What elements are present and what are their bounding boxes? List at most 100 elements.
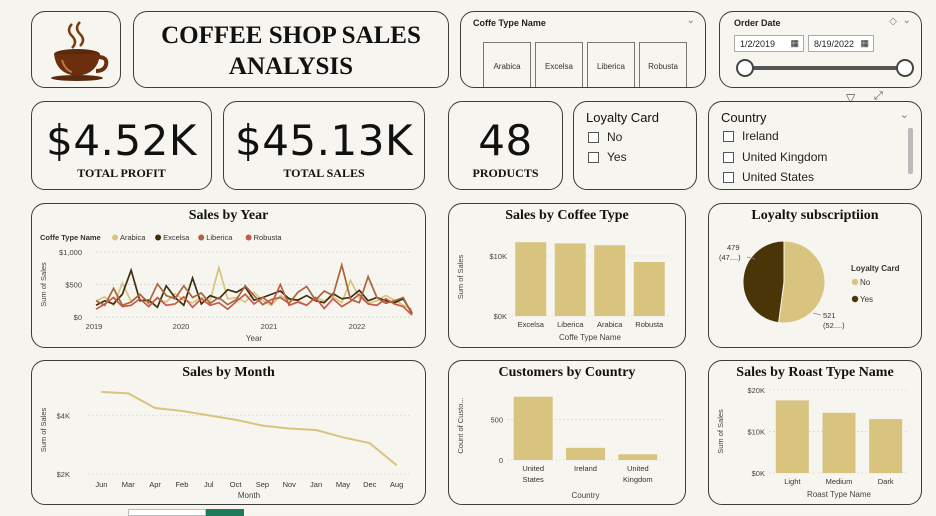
calendar-icon[interactable]: ▦: [790, 38, 799, 48]
x-tick-label: United: [627, 464, 649, 473]
kpi-total-profit-value: $4.52K: [46, 116, 197, 165]
sales-by-roast-title: Sales by Roast Type Name: [736, 365, 894, 380]
x-tick-label: Dark: [878, 477, 894, 486]
pie-slice-yes: [742, 240, 785, 324]
x-axis-title: Month: [238, 491, 260, 500]
kpi-total-sales: $45.13K TOTAL SALES: [223, 101, 425, 190]
start-date-input[interactable]: 1/2/2019 ▦: [734, 35, 804, 52]
sales-by-year-card: Sales by Year Coffe Type Name Arabica Exce…: [31, 203, 426, 348]
customers-by-country-chart: 0 500 United States Ireland United Kingdom Coun…: [456, 396, 664, 500]
legend-marker: [245, 234, 252, 241]
x-tick-label: Oct: [230, 480, 243, 489]
legend-marker: [155, 234, 162, 241]
date-range-track: [744, 66, 906, 70]
filter-icon[interactable]: ▽: [846, 91, 856, 105]
checkbox[interactable]: [723, 172, 734, 184]
x-tick-label: Excelsa: [518, 320, 545, 329]
loyalty-option-no[interactable]: No: [588, 130, 622, 144]
legend-marker: [198, 234, 205, 241]
sales-by-month-chart: $2K $4K Jun Mar Apr Feb Jul Oct Sep Nov Jan May Dec A…: [39, 390, 410, 500]
sales-by-roast-card: Sales by Roast Type Name $0K $10K $20K Ligh…: [708, 360, 922, 505]
calendar-icon[interactable]: ▦: [860, 38, 869, 48]
x-tick-label: Apr: [149, 480, 161, 489]
country-option-us[interactable]: United States: [723, 170, 814, 184]
order-date-slicer: Order Date ◇ ⌄ 1/2/2019 ▦ 8/19/2022 ▦: [719, 11, 922, 88]
tile-arabica[interactable]: Arabica: [483, 42, 531, 87]
date-range-end-handle[interactable]: [896, 59, 914, 77]
x-tick-label: Sep: [256, 480, 269, 489]
end-date-input[interactable]: 8/19/2022 ▦: [808, 35, 874, 52]
tile-excelsa[interactable]: Excelsa: [535, 42, 583, 87]
x-axis-title: Coffe Type Name: [559, 333, 622, 342]
country-option-ireland[interactable]: Ireland: [723, 129, 779, 143]
loyalty-slicer-title: Loyalty Card: [586, 110, 659, 125]
tile-robusta[interactable]: Robusta: [639, 42, 687, 87]
x-tick-label: 2020: [173, 322, 190, 331]
y-tick-label: $20K: [747, 386, 765, 395]
coffee-cup-icon: [51, 21, 109, 81]
chevron-down-icon[interactable]: ⌄: [686, 15, 695, 26]
y-axis-title: Sum of Sales: [716, 409, 725, 454]
x-tick-label: May: [336, 480, 350, 489]
x-axis-title: Country: [571, 491, 599, 500]
legend-label: Yes: [860, 295, 873, 304]
tile-liberica[interactable]: Liberica: [587, 42, 635, 87]
legend-title: Loyalty Card: [851, 264, 900, 273]
x-axis-title: Year: [246, 334, 263, 343]
checkbox[interactable]: [723, 131, 734, 143]
sales-by-roast-chart: $0K $10K $20K Light Medium Dark Roast Type Nam…: [716, 386, 909, 499]
focus-mode-icon[interactable]: ⤢: [874, 90, 883, 102]
date-range-start-handle[interactable]: [736, 59, 754, 77]
checkbox[interactable]: [588, 152, 599, 164]
x-tick-label: Jun: [95, 480, 107, 489]
y-tick-label: $1,000: [59, 248, 82, 257]
sales-by-year-chart: Coffe Type Name Arabica Excelsa Liberica Rob…: [39, 233, 413, 343]
chevron-down-icon[interactable]: ⌄: [902, 15, 911, 26]
sales-by-coffee-type-title: Sales by Coffee Type: [505, 208, 629, 223]
page-tab[interactable]: [128, 509, 206, 516]
checkbox[interactable]: [588, 132, 599, 144]
x-tick-label: 2022: [349, 322, 366, 331]
checkbox[interactable]: [723, 152, 734, 164]
y-tick-label: $500: [65, 281, 82, 290]
x-tick-label: Arabica: [597, 320, 623, 329]
bar-medium: [822, 412, 856, 473]
chevron-down-icon[interactable]: ⌄: [899, 109, 909, 121]
kpi-total-sales-value: $45.13K: [234, 116, 413, 165]
x-tick-label: States: [523, 475, 545, 484]
slice-label: (52....): [823, 321, 845, 330]
x-tick-label: Mar: [122, 480, 135, 489]
legend-label: No: [860, 278, 871, 287]
legend-label: Arabica: [120, 233, 146, 242]
legend-label: Liberica: [206, 233, 233, 242]
legend-marker: [112, 234, 118, 241]
country-option-uk[interactable]: United Kingdom: [723, 150, 827, 164]
loyalty-card-slicer: Loyalty Card No Yes: [573, 101, 697, 190]
x-tick-label: Liberica: [557, 320, 584, 329]
leader-line: [746, 256, 756, 260]
kpi-total-profit: $4.52K TOTAL PROFIT: [31, 101, 212, 190]
x-tick-label: Medium: [826, 477, 853, 486]
x-axis-title: Roast Type Name: [807, 490, 871, 499]
x-tick-label: 2021: [261, 322, 278, 331]
loyalty-option-yes[interactable]: Yes: [588, 150, 627, 164]
y-tick-label: $10K: [747, 428, 765, 437]
scrollbar[interactable]: [908, 128, 913, 174]
page-title: COFFEE SHOP SALES ANALYSIS: [134, 20, 448, 82]
x-tick-label: Nov: [283, 480, 297, 489]
x-tick-label: Robusta: [635, 320, 664, 329]
x-tick-label: Feb: [175, 480, 188, 489]
y-tick-label: $2K: [57, 470, 70, 479]
y-tick-label: $10K: [489, 252, 507, 261]
pie-slice-no: [778, 240, 826, 324]
kpi-products-label: PRODUCTS: [472, 166, 539, 180]
page-tab-active[interactable]: [206, 509, 244, 516]
page-title-line2: ANALYSIS: [228, 53, 354, 80]
y-tick-label: $0K: [752, 469, 765, 478]
bar-united-states: [513, 396, 553, 460]
eraser-icon[interactable]: ◇: [889, 16, 897, 27]
series-line-excelsa: [95, 267, 413, 314]
kpi-products-value: 48: [478, 116, 533, 165]
sales-by-month-title: Sales by Month: [182, 365, 275, 380]
y-tick-label: $4K: [57, 411, 70, 420]
